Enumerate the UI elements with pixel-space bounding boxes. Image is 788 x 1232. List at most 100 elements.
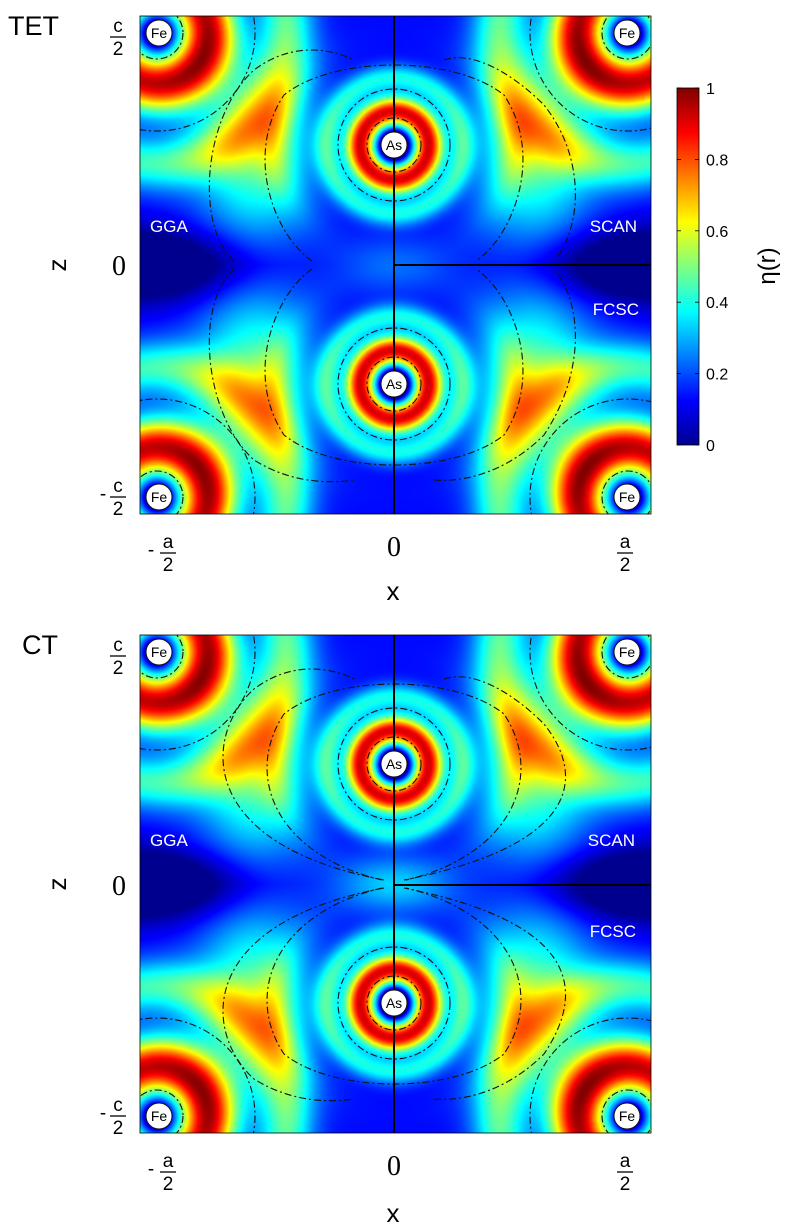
contour-lines (140, 16, 651, 514)
contour-inner (264, 64, 524, 466)
panel-title: CT (22, 630, 58, 660)
x-tick-left-sign: - (148, 540, 154, 561)
fe-atom: Fe (613, 483, 641, 511)
x-tick-left-num: a (163, 532, 174, 553)
x-tick-right: a 2 (617, 532, 633, 576)
y-tick-bottom-num: c (113, 1095, 123, 1116)
as-atom-disc (380, 131, 408, 159)
fe-contour-ring (140, 398, 256, 514)
colorbar-label: η(r) (754, 247, 781, 284)
colorbar-tick-label: 1 (706, 81, 715, 98)
y-tick-bottom-den: 2 (113, 499, 124, 520)
x-axis-label: x (387, 1198, 400, 1228)
y-axis-label: z (42, 259, 72, 272)
fe-atom-disc (613, 1102, 641, 1130)
panel-ct: CT Fe Fe Fe Fe As As GGA SCAN FCSC c 2 0 - c … (22, 630, 652, 1228)
colorbar-tick-label: 0.8 (706, 152, 728, 169)
y-tick-top-num: c (113, 16, 123, 37)
fe-atom-label: Fe (619, 25, 636, 41)
region-label-gga: GGA (150, 831, 188, 850)
x-tick-right-den: 2 (620, 555, 631, 576)
as-atom: As (380, 989, 408, 1017)
fe-atom-label: Fe (151, 25, 168, 41)
as-atom-label: As (386, 995, 402, 1011)
colorbar-tick-label: 0.2 (706, 367, 728, 384)
x-tick-left: - a 2 (148, 532, 176, 576)
panel-title: TET (8, 11, 59, 41)
fe-contour-ring (529, 1017, 651, 1133)
contour-outer (222, 668, 567, 1102)
fe-contour-ring (140, 470, 184, 514)
atoms: Fe Fe Fe Fe As As (145, 19, 641, 511)
fe-atom: Fe (613, 638, 641, 666)
fe-contour-ring (529, 398, 651, 514)
fe-atom-label: Fe (151, 644, 168, 660)
colorbar-tick-label: 0.4 (706, 295, 728, 312)
x-tick-right-num: a (620, 1151, 631, 1172)
x-tick-mid: 0 (387, 532, 401, 563)
atom-contours (140, 16, 651, 514)
x-axis-label: x (387, 576, 400, 606)
fe-contour-ring (529, 16, 651, 132)
fe-atom-disc (145, 483, 173, 511)
fe-contour-ring (140, 635, 256, 751)
region-label-gga: GGA (150, 217, 188, 236)
as-atom-disc (380, 989, 408, 1017)
fe-atom-disc (145, 1102, 173, 1130)
fe-atom-disc (145, 19, 173, 47)
y-tick-mid: 0 (112, 251, 126, 282)
fe-atom: Fe (145, 638, 173, 666)
as-atom-disc (380, 370, 408, 398)
fe-atom-disc (145, 638, 173, 666)
y-tick-bottom: - c 2 (100, 1095, 126, 1139)
as-contour-ring (337, 327, 451, 441)
plot-frame (139, 15, 652, 515)
fe-atom-label: Fe (151, 1108, 168, 1124)
x-tick-left-den: 2 (163, 1174, 174, 1195)
x-tick-right-den: 2 (620, 1174, 631, 1195)
colorbar-gradient (676, 87, 700, 446)
y-tick-bottom-sign: - (100, 484, 106, 505)
plot-frame (139, 634, 652, 1134)
fe-atom: Fe (613, 19, 641, 47)
panel-tet: TET Fe Fe Fe Fe As As GGA SCAN FCSC c 2 0 - c… (8, 11, 652, 606)
region-label-scan: SCAN (590, 217, 637, 236)
fe-contour-ring (140, 16, 256, 132)
as-atom: As (380, 131, 408, 159)
fe-atom: Fe (145, 1102, 173, 1130)
as-atom-label: As (386, 756, 402, 772)
y-tick-top-den: 2 (113, 658, 124, 679)
y-tick-bottom-sign: - (100, 1103, 106, 1124)
fe-atom-disc (613, 483, 641, 511)
as-contour-ring (337, 946, 451, 1060)
region-label-fcsc: FCSC (590, 922, 636, 941)
fe-contour-ring (140, 635, 184, 679)
fe-atom: Fe (145, 483, 173, 511)
x-tick-mid: 0 (387, 1151, 401, 1182)
fe-contour-ring (140, 1017, 256, 1133)
fe-atom-label: Fe (619, 489, 636, 505)
fe-atom: Fe (613, 1102, 641, 1130)
fe-atom: Fe (145, 19, 173, 47)
x-tick-left-sign: - (148, 1159, 154, 1180)
fe-contour-ring (601, 470, 651, 514)
y-tick-bottom-num: c (113, 476, 123, 497)
region-label-fcsc: FCSC (593, 300, 639, 319)
as-atom: As (380, 370, 408, 398)
y-tick-top: c 2 (110, 16, 126, 60)
y-axis-label: z (42, 878, 72, 891)
fe-atom-label: Fe (619, 1108, 636, 1124)
x-tick-left-num: a (163, 1151, 174, 1172)
x-tick-left: - a 2 (148, 1151, 176, 1195)
as-atom-disc (380, 750, 408, 778)
y-tick-bottom-den: 2 (113, 1118, 124, 1139)
fe-atom-disc (613, 638, 641, 666)
fe-contour-ring (601, 635, 651, 679)
x-tick-right-num: a (620, 532, 631, 553)
y-tick-top-den: 2 (113, 39, 124, 60)
fe-contour-ring (529, 635, 651, 751)
as-atom-label: As (386, 376, 402, 392)
region-label-scan: SCAN (588, 831, 635, 850)
fe-atom-label: Fe (151, 489, 168, 505)
